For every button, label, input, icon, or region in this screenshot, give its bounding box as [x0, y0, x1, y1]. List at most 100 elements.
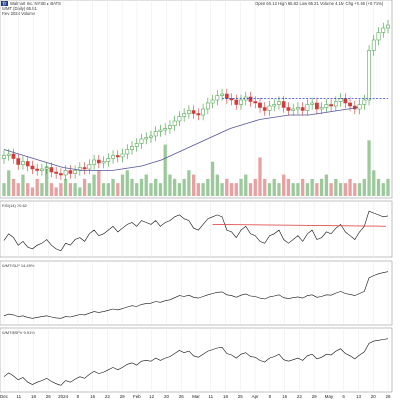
volume-bar: [163, 144, 167, 196]
candle-body: [253, 101, 258, 104]
volume-bar: [191, 174, 196, 196]
volume-bar: [357, 183, 362, 196]
candle-body: [82, 167, 87, 170]
candle-body: [16, 158, 21, 165]
volume-bar: [362, 178, 366, 196]
volume-bar: [338, 183, 343, 196]
rsi-series: [3, 210, 389, 252]
volume-bar: [135, 183, 139, 196]
volume-bar: [158, 183, 163, 196]
candle-body: [386, 24, 390, 29]
candle-body: [92, 159, 96, 165]
x-tick-label: 20: [164, 394, 170, 399]
volume-bar: [376, 178, 381, 196]
volume-bar: [26, 183, 30, 196]
candle-body: [115, 155, 120, 158]
volume-bar: [63, 178, 68, 196]
candle-body: [35, 168, 40, 171]
volume-bar: [310, 178, 314, 196]
volume-bar: [68, 183, 73, 196]
volume-bar: [45, 166, 49, 196]
candle-body: [371, 39, 376, 51]
candle-body: [68, 170, 73, 174]
price-overlays: [3, 98, 388, 171]
candle-body: [338, 98, 343, 102]
volume-bar: [291, 183, 295, 196]
chart-subtitle-1: WMT (Daily) 65.51: [2, 6, 37, 11]
volume-bar: [11, 178, 16, 196]
candle-body: [267, 105, 272, 111]
volume-bar: [381, 183, 385, 196]
candle-body: [77, 167, 82, 171]
x-tick-label: 18: [31, 394, 37, 399]
x-axis-labels: Dec 11 18 26 2024 8 16 22 29 Feb 12 20 26 Mar 11 18 25 Ap…: [0, 394, 391, 399]
candle-body: [96, 159, 101, 164]
price-candles: [2, 19, 390, 181]
x-tick-label: 8: [269, 394, 272, 399]
candle-body: [172, 120, 177, 126]
volume-bar: [343, 183, 347, 196]
symbol-badge-text: TT: [2, 2, 7, 6]
candle-body: [333, 101, 338, 107]
candle-body: [58, 173, 63, 176]
candle-body: [300, 107, 305, 111]
volume-bar: [116, 183, 120, 196]
candle-body: [125, 149, 130, 155]
volume-bar: [301, 178, 305, 196]
volume-bar: [353, 183, 357, 196]
candle-body: [149, 135, 153, 138]
volume-bar: [120, 174, 125, 196]
candle-body: [30, 165, 35, 170]
rsi-line: [3, 210, 389, 252]
candle-body: [362, 99, 367, 105]
volume-bar: [35, 178, 39, 196]
volume-bar: [149, 183, 153, 196]
volume-bar: [239, 178, 243, 196]
volume-bar: [248, 183, 253, 196]
volume-bar: [73, 183, 77, 196]
candle-body: [6, 153, 11, 156]
candle-body: [191, 110, 196, 114]
volume-bar: [30, 187, 35, 196]
candle-body: [281, 101, 286, 108]
x-tick-label: 22: [297, 394, 303, 399]
candle-body: [205, 102, 210, 110]
x-tick-label: 8: [77, 394, 80, 399]
volume-bar: [215, 174, 219, 196]
candle-body: [314, 102, 319, 110]
candle-body: [343, 98, 348, 104]
rsi-pane-label: RSI(14) 70.62: [2, 203, 28, 208]
volume-bar: [253, 178, 257, 196]
volume-bar: [286, 178, 291, 196]
volume-bar: [125, 170, 129, 196]
candle-body: [305, 104, 310, 111]
volume-bar: [220, 183, 224, 196]
volume-bar: [49, 183, 54, 196]
volume-bar: [59, 183, 63, 196]
volume-bar: [206, 178, 210, 196]
candle-body: [111, 155, 115, 159]
volume-bar: [367, 140, 371, 196]
candle-body: [130, 146, 134, 150]
candle-body: [196, 113, 201, 116]
candle-body: [49, 167, 54, 173]
moving-average-line: [3, 107, 359, 171]
volume-bar: [187, 170, 191, 196]
volume-bar: [21, 174, 25, 196]
x-tick-label: 28: [385, 394, 391, 399]
volume-bar: [106, 183, 110, 196]
candle-body: [262, 107, 267, 111]
volume-bar: [315, 183, 319, 196]
volume-bar: [196, 183, 201, 196]
candle-body: [224, 93, 229, 99]
candle-body: [215, 95, 220, 101]
x-tick-label: 11: [208, 394, 213, 399]
candle-body: [182, 113, 187, 117]
volume-bar: [282, 174, 286, 196]
volume-bar: [305, 183, 310, 196]
chart-title: Walmart Inc. NYSE ▸ BATS: [10, 1, 61, 6]
candle-body: [258, 102, 262, 108]
candle-body: [381, 27, 386, 33]
x-tick-label: 29: [120, 394, 126, 399]
